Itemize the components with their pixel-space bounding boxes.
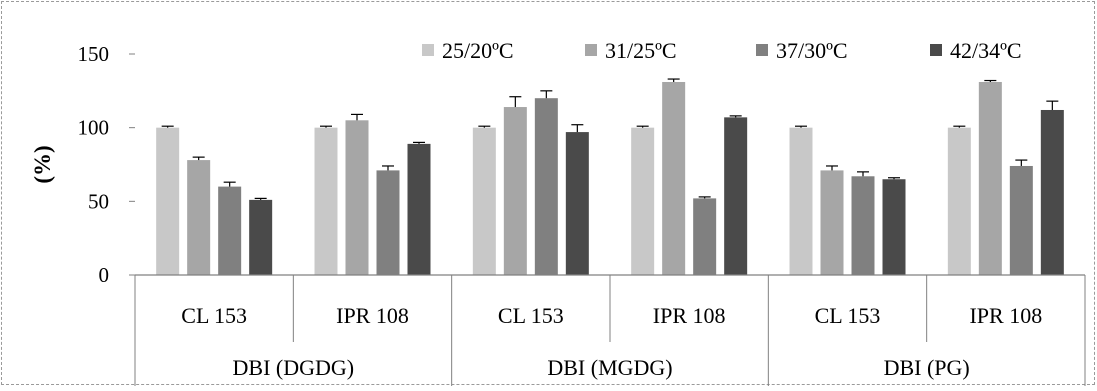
group-label: DBI (PG) (884, 355, 970, 380)
legend-label: 42/34ºC (950, 38, 1022, 63)
bar (978, 81, 1002, 275)
bar (693, 198, 717, 275)
bar (249, 199, 273, 275)
y-axis-label: (%) (30, 145, 55, 183)
legend-swatch (756, 44, 768, 56)
bar (662, 81, 686, 275)
bar (851, 176, 875, 275)
legend-label: 37/30ºC (776, 38, 848, 63)
bar (724, 117, 748, 275)
bar (472, 127, 496, 276)
legend-swatch (422, 44, 434, 56)
bar (789, 127, 813, 276)
bar (947, 127, 971, 276)
y-tick-label: 150 (78, 42, 110, 66)
legend-label: 25/20ºC (442, 38, 514, 63)
y-tick-label: 0 (99, 263, 110, 287)
y-tick-label: 100 (78, 116, 110, 140)
group-label: DBI (DGDG) (233, 355, 355, 380)
x-tick-label: IPR 108 (969, 303, 1042, 328)
bar-chart: 0 50 100 150 (%) CL 153 IPR 108 CL 153 IPR 108 CL… (30, 38, 1086, 386)
bar (565, 132, 589, 275)
bar (407, 143, 431, 275)
bar (218, 186, 242, 275)
x-tick-label: CL 153 (181, 303, 247, 328)
x-tick-label: IPR 108 (336, 303, 409, 328)
bar (376, 170, 400, 275)
bar (1009, 165, 1033, 275)
bar (631, 127, 655, 276)
bar (345, 120, 369, 275)
x-tick-label: CL 153 (498, 303, 564, 328)
bar (534, 98, 558, 275)
group-label: DBI (MGDG) (547, 355, 672, 380)
bar (1040, 109, 1064, 275)
bar (187, 160, 211, 275)
bar (882, 179, 906, 275)
bar (156, 127, 180, 276)
legend-swatch (930, 44, 942, 56)
x-tick-label: CL 153 (815, 303, 881, 328)
bar (314, 127, 338, 276)
legend-swatch (585, 44, 597, 56)
y-tick-label: 50 (88, 189, 109, 213)
legend-label: 31/25ºC (605, 38, 677, 63)
bar (503, 107, 527, 275)
x-tick-label: IPR 108 (653, 303, 726, 328)
bar (820, 170, 844, 275)
